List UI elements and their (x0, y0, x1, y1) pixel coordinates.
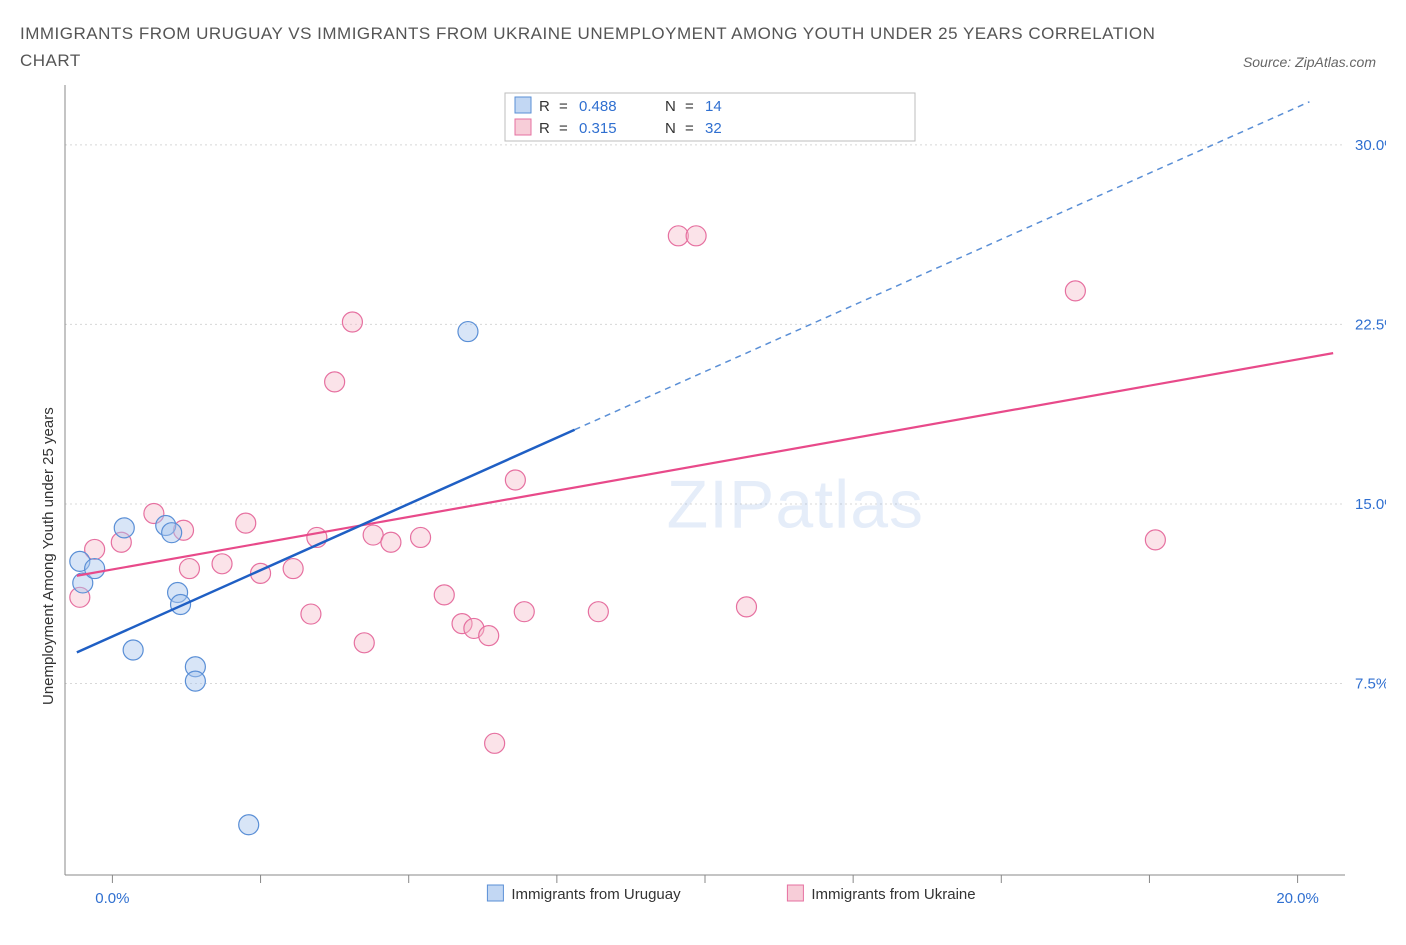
legend-equals: = (559, 98, 568, 115)
data-point (381, 533, 401, 553)
plot-area: Unemployment Among Youth under 25 years … (20, 85, 1386, 925)
data-point (162, 523, 182, 543)
legend-swatch (515, 97, 531, 113)
bottom-legend-swatch (487, 885, 503, 901)
data-point (212, 554, 232, 574)
source-label: Source: (1243, 54, 1291, 70)
data-point (283, 559, 303, 579)
data-point (185, 671, 205, 691)
legend-n-label: N (665, 98, 676, 115)
data-point (85, 559, 105, 579)
data-point (485, 734, 505, 754)
legend-r-label: R (539, 120, 550, 137)
trend-line-uruguay (77, 430, 575, 653)
data-point (411, 528, 431, 548)
legend-r-value: 0.315 (579, 120, 617, 137)
legend-r-label: R (539, 98, 550, 115)
data-point (342, 312, 362, 332)
data-point (123, 640, 143, 660)
data-point (434, 585, 454, 605)
data-point (505, 470, 525, 490)
data-point (668, 226, 688, 246)
data-point (179, 559, 199, 579)
legend-n-value: 32 (705, 120, 722, 137)
source-attribution: Source: ZipAtlas.com (20, 54, 1386, 70)
legend-n-label: N (665, 120, 676, 137)
x-tick-label: 20.0% (1276, 890, 1319, 907)
x-tick-label: 0.0% (95, 890, 129, 907)
data-point (354, 633, 374, 653)
y-tick-label: 22.5% (1355, 317, 1386, 334)
data-point (171, 595, 191, 615)
data-point (1145, 530, 1165, 550)
y-tick-label: 7.5% (1355, 676, 1386, 693)
y-tick-label: 30.0% (1355, 137, 1386, 154)
data-point (479, 626, 499, 646)
legend-swatch (515, 119, 531, 135)
legend-equals: = (685, 98, 694, 115)
data-point (239, 815, 259, 835)
data-point (325, 372, 345, 392)
data-point (514, 602, 534, 622)
legend-r-value: 0.488 (579, 98, 617, 115)
watermark: ZIPatlas (667, 467, 924, 543)
bottom-legend-label: Immigrants from Ukraine (811, 886, 975, 903)
legend-equals: = (559, 120, 568, 137)
y-axis-label: Unemployment Among Youth under 25 years (40, 408, 57, 706)
scatter-chart: 7.5% 15.0% 22.5% 30.0% ZIPatlas 0.0% 20.0% R = 0.… (20, 85, 1386, 925)
legend-n-value: 14 (705, 98, 722, 115)
data-point (686, 226, 706, 246)
bottom-legend-label: Immigrants from Uruguay (511, 886, 681, 903)
data-point (236, 513, 256, 533)
trend-line-uruguay-extrapolated (575, 102, 1310, 430)
data-point (114, 518, 134, 538)
y-tick-label: 15.0% (1355, 496, 1386, 513)
data-point (736, 597, 756, 617)
bottom-legend-swatch (787, 885, 803, 901)
source-name: ZipAtlas.com (1295, 54, 1376, 70)
data-point (301, 604, 321, 624)
data-point (1065, 281, 1085, 301)
legend-equals: = (685, 120, 694, 137)
data-point (458, 322, 478, 342)
data-point (588, 602, 608, 622)
data-point (363, 525, 383, 545)
